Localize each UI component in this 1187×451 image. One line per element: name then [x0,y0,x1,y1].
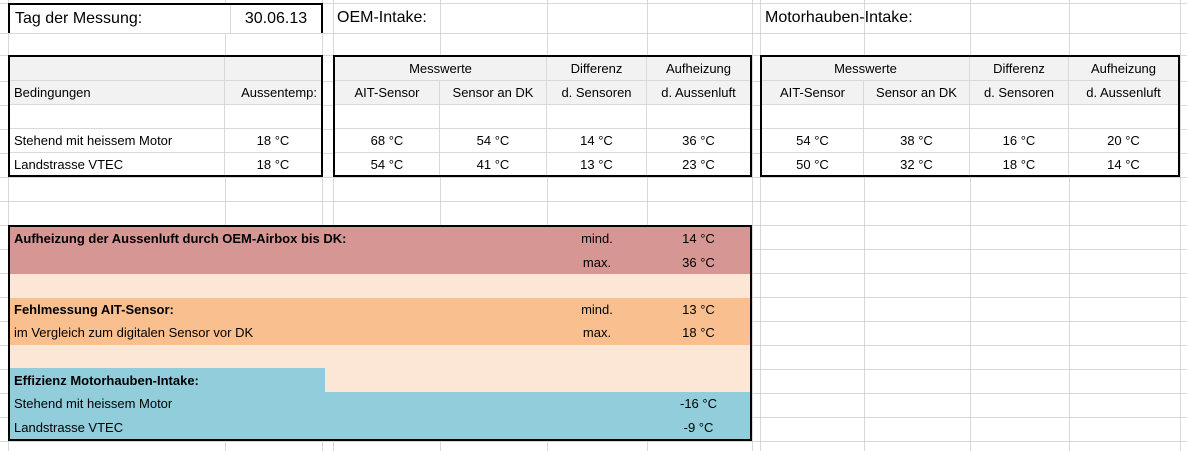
empty-cell[interactable] [647,105,750,129]
ait-error-note-cell[interactable]: im Vergleich zum digitalen Sensor vor DK [14,325,254,341]
summary-block: Aufheizung der Aussenluft durch OEM-Airb… [8,225,752,441]
oem-col-heat[interactable]: d. Aussenluft [647,81,750,105]
empty-cell[interactable] [335,105,440,129]
condition-row-temp[interactable]: 18 °C [256,156,290,172]
condition-row-label[interactable]: Stehend mit heissem Motor [10,129,225,153]
efficiency-row-label[interactable]: Stehend mit heissem Motor [14,396,173,412]
oem-intake-table: Messwerte Differenz Aufheizung AIT-Senso… [333,55,752,177]
date-block: Tag der Messung: 30.06.13 [8,3,323,33]
ait-error-min-label-cell[interactable]: mind. [581,301,613,317]
summary-row-ait-max: im Vergleich zum digitalen Sensor vor DK… [10,321,750,345]
summary-row-efficiency-2: Landstrasse VTEC -9 °C [10,415,750,439]
airbox-min-label-cell[interactable]: mind. [581,231,613,247]
empty-cell[interactable] [10,251,547,275]
summary-row-airbox-max: max. 36 °C [10,250,750,275]
hood-value-cell[interactable]: 54 °C [762,129,864,153]
oem-value-cell[interactable]: 23 °C [682,156,715,172]
gridline [0,177,1187,178]
condition-row-temp[interactable]: 18 °C [225,129,321,153]
hood-value-cell[interactable]: 14 °C [1107,156,1140,172]
empty-cell[interactable] [762,105,864,129]
airbox-title-cell[interactable]: Aufheizung der Aussenluft durch OEM-Airb… [14,231,347,247]
empty-cell[interactable] [970,105,1069,129]
hood-col-diff[interactable]: d. Sensoren [970,81,1069,105]
date-label-cell[interactable]: Tag der Messung: [15,10,143,27]
empty-cell[interactable] [1069,105,1178,129]
outside-temp-header-cell[interactable]: Aussentemp: [225,81,321,105]
hood-col-dk[interactable]: Sensor an DK [864,81,970,105]
empty-header-cell[interactable] [10,57,225,81]
ait-error-min-value-cell[interactable]: 13 °C [682,301,715,317]
oem-col-diff[interactable]: d. Sensoren [547,81,647,105]
empty-cell[interactable] [547,105,647,129]
summary-row-efficiency-1: Stehend mit heissem Motor -16 °C [10,391,750,416]
ait-error-max-label-cell[interactable]: max. [582,325,612,341]
oem-value-cell[interactable]: 14 °C [547,129,647,153]
efficiency-row-value[interactable]: -9 °C [683,419,714,435]
hood-group-aufheizung[interactable]: Aufheizung [1069,57,1178,81]
efficiency-row-value[interactable]: -16 °C [680,396,717,412]
hood-value-cell[interactable]: 50 °C [762,153,864,175]
airbox-max-label-cell[interactable]: max. [582,254,612,270]
oem-value-cell[interactable]: 41 °C [440,153,547,175]
gridline [0,201,1187,202]
empty-cell[interactable] [440,105,547,129]
empty-cell[interactable] [864,105,970,129]
oem-group-differenz[interactable]: Differenz [547,57,647,81]
efficiency-row-label[interactable]: Landstrasse VTEC [14,419,124,435]
summary-row-airbox-min: Aufheizung der Aussenluft durch OEM-Airb… [10,227,750,251]
ait-error-max-value-cell[interactable]: 18 °C [682,325,715,341]
summary-row-spacer [10,274,750,298]
gridline [0,33,1187,34]
oem-group-messwerte[interactable]: Messwerte [335,57,547,81]
oem-value-cell[interactable]: 13 °C [547,153,647,175]
empty-cell[interactable] [10,105,225,129]
hood-value-cell[interactable]: 16 °C [970,129,1069,153]
summary-row-ait-min: Fehlmessung AIT-Sensor: mind. 13 °C [10,297,750,322]
ait-error-title-cell[interactable]: Fehlmessung AIT-Sensor: [14,301,174,317]
empty-header-cell[interactable] [225,57,321,81]
hood-intake-table: Messwerte Differenz Aufheizung AIT-Senso… [760,55,1180,177]
oem-col-dk[interactable]: Sensor an DK [440,81,547,105]
summary-row-efficiency-title: Effizienz Motorhauben-Intake: [10,368,750,392]
gridline [0,441,1187,442]
hood-value-cell[interactable]: 38 °C [864,129,970,153]
date-value-cell[interactable]: 30.06.13 [230,5,321,33]
oem-intake-title[interactable]: OEM-Intake: [337,9,427,26]
hood-value-cell[interactable]: 20 °C [1069,129,1178,153]
condition-row-label[interactable]: Landstrasse VTEC [10,153,225,175]
oem-value-cell[interactable]: 36 °C [647,129,750,153]
airbox-max-value-cell[interactable]: 36 °C [682,254,715,270]
oem-value-cell[interactable]: 68 °C [335,129,440,153]
hood-value-cell[interactable]: 18 °C [970,153,1069,175]
hood-value-cell[interactable]: 32 °C [864,153,970,175]
efficiency-title-cell[interactable]: Effizienz Motorhauben-Intake: [10,368,325,392]
hood-col-ait[interactable]: AIT-Sensor [762,81,864,105]
hood-intake-title[interactable]: Motorhauben-Intake: [765,9,913,26]
conditions-table: Bedingungen Aussentemp: Stehend mit heis… [8,55,323,177]
oem-value-cell[interactable]: 54 °C [440,129,547,153]
empty-cell[interactable] [225,105,321,129]
oem-value-cell[interactable]: 54 °C [335,153,440,175]
oem-group-aufheizung[interactable]: Aufheizung [647,57,750,81]
summary-row-spacer [10,344,750,369]
conditions-header-cell[interactable]: Bedingungen [10,81,225,105]
hood-group-differenz[interactable]: Differenz [970,57,1069,81]
oem-col-ait[interactable]: AIT-Sensor [335,81,440,105]
airbox-min-value-cell[interactable]: 14 °C [682,231,715,247]
hood-group-messwerte[interactable]: Messwerte [762,57,970,81]
gridline [0,3,1187,4]
hood-col-heat[interactable]: d. Aussenluft [1069,81,1178,105]
